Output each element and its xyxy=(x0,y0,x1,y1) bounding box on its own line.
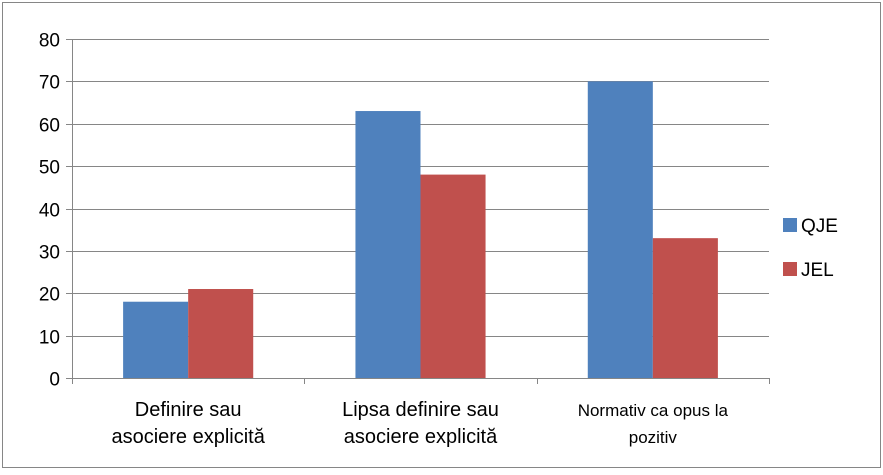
y-tick-label: 70 xyxy=(39,73,60,94)
x-tick-label: Normativ ca opus la xyxy=(578,401,729,420)
y-tick-label: 0 xyxy=(49,370,60,391)
x-tick-label: pozitiv xyxy=(629,428,678,447)
x-tick-labels: Definire sau asociere explicită Lipsa defi… xyxy=(111,399,728,448)
x-tick-label: asociere explicită xyxy=(344,426,498,448)
y-tick-label: 50 xyxy=(39,158,60,179)
bar-jel-1 xyxy=(188,289,254,378)
bar-jel-2 xyxy=(420,174,486,378)
legend-swatch-qje xyxy=(783,218,797,232)
bar-jel-3 xyxy=(652,238,718,378)
bar-qje-1 xyxy=(123,301,189,378)
bar-qje-2 xyxy=(355,111,421,378)
axes xyxy=(66,39,770,384)
legend: QJE JEL xyxy=(783,216,838,281)
x-tick-label: Lipsa definire sau xyxy=(342,399,499,421)
y-tick-label: 20 xyxy=(39,285,60,306)
y-tick-label: 40 xyxy=(39,201,60,222)
x-tick-label: Definire sau xyxy=(135,399,242,421)
legend-label-qje: QJE xyxy=(801,216,838,237)
y-tick-label: 60 xyxy=(39,116,60,137)
bar-qje-3 xyxy=(587,81,653,378)
y-tick-label: 30 xyxy=(39,243,60,264)
y-tick-label: 80 xyxy=(39,31,60,52)
y-tick-label: 10 xyxy=(39,328,60,349)
bars xyxy=(123,81,718,378)
y-tick-labels: 0 10 20 30 40 50 60 70 80 xyxy=(39,31,60,391)
legend-swatch-jel xyxy=(783,262,797,276)
x-tick-label: asociere explicită xyxy=(111,426,265,448)
legend-label-jel: JEL xyxy=(801,260,834,281)
